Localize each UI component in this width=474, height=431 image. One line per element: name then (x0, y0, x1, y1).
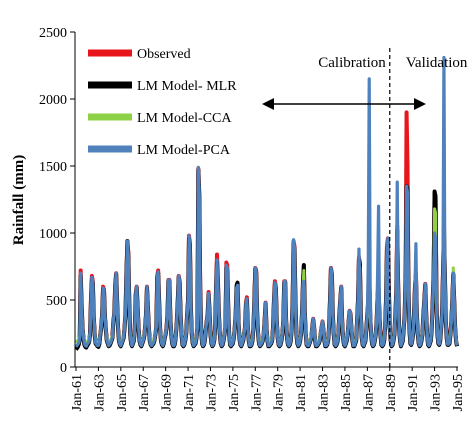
legend: Observed LM Model- MLR LM Model-CCA LM Mode… (88, 47, 237, 158)
y-ticks: 0 500 1000 1500 2000 2500 (39, 26, 75, 376)
x-tick-label: Jan-83 (317, 374, 332, 411)
y-tick-label: 2000 (39, 93, 67, 108)
x-tick-label: Jan-87 (361, 374, 376, 411)
series-lines (74, 55, 459, 351)
y-tick-label: 1000 (39, 227, 67, 242)
x-tick-label: Jan-89 (384, 374, 399, 411)
legend-label: LM Model-CCA (137, 111, 232, 126)
x-ticks: Jan-61 Jan-63 Jan-65 Jan-67 Jan-69 Jan-71 Jan-… (70, 367, 474, 411)
y-tick-label: 1500 (39, 160, 67, 175)
legend-label: Observed (137, 47, 191, 62)
x-tick-label: Jan-79 (272, 374, 287, 411)
x-tick-label: Jan-75 (227, 374, 242, 411)
x-tick-label: Jan-85 (339, 374, 354, 411)
calibration-validation-split: Calibration Validation (262, 48, 468, 367)
x-tick-label: Jan-93 (429, 374, 444, 411)
legend-label: LM Model- MLR (137, 79, 237, 94)
series-line-lm-model-pca (74, 55, 459, 348)
double-arrow-right-head (414, 98, 426, 110)
y-axis-title: Rainfall (mm) (11, 155, 27, 245)
y-tick-label: 2500 (39, 26, 67, 41)
y-tick-label: 500 (46, 294, 67, 309)
x-tick-label: Jan-61 (70, 374, 85, 411)
x-tick-label: Jan-77 (249, 374, 264, 411)
x-tick-label: Jan-65 (115, 374, 130, 411)
validation-label: Validation (406, 55, 468, 71)
y-tick-label: 0 (60, 361, 67, 376)
calibration-label: Calibration (318, 55, 386, 71)
x-tick-label: Jan-69 (160, 374, 175, 411)
double-arrow (262, 98, 426, 110)
axes (74, 32, 458, 368)
x-tick-label: Jan-95 (451, 374, 466, 411)
double-arrow-left-head (262, 98, 274, 110)
legend-label: LM Model-PCA (137, 143, 231, 158)
x-tick-label: Jan-63 (92, 374, 107, 411)
x-tick-label: Jan-67 (137, 374, 152, 411)
x-tick-label: Jan-81 (294, 374, 309, 411)
x-tick-label: Jan-73 (204, 374, 219, 411)
x-tick-label: Jan-71 (182, 374, 197, 411)
x-tick-label: Jan-91 (406, 374, 421, 411)
